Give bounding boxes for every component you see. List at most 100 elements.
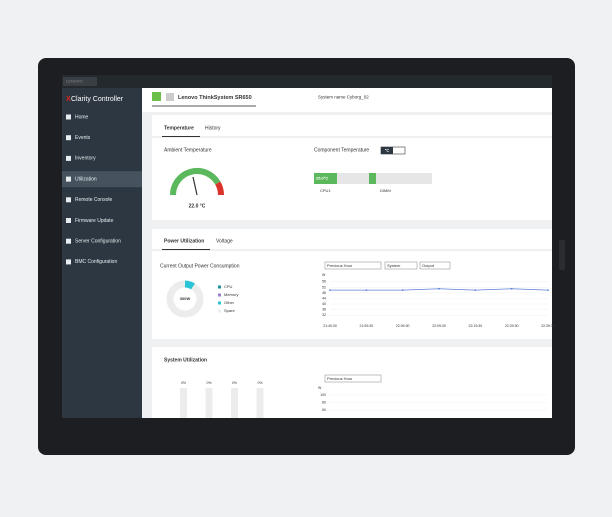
nav-icon xyxy=(66,218,71,223)
bar-track xyxy=(231,388,238,418)
nav-icon xyxy=(66,155,71,161)
power-card xyxy=(152,229,552,339)
dropdown-label: Previous Hour xyxy=(327,263,353,268)
dimm-bar xyxy=(369,173,376,184)
y-tick-label: 60 xyxy=(322,408,326,412)
nav-icon xyxy=(66,114,71,120)
legend-label: Other xyxy=(224,300,235,305)
legend-label: Spare xyxy=(224,308,235,313)
nav-item[interactable]: Events xyxy=(75,135,91,141)
axis-unit: W xyxy=(322,273,326,277)
dropdown-label: Previous Hour xyxy=(327,376,353,381)
nav-item[interactable]: BMC Configuration xyxy=(75,259,117,265)
label: Component Temperature xyxy=(314,147,369,153)
tab[interactable]: Voltage xyxy=(216,238,233,244)
dropdown[interactable] xyxy=(384,261,418,270)
nav-icon xyxy=(66,176,71,182)
axis-unit: W xyxy=(318,386,322,390)
temperature-card xyxy=(152,115,552,220)
nav-icon xyxy=(66,238,71,244)
dropdown-label: Output xyxy=(422,263,435,268)
y-tick-label: 48 xyxy=(322,291,326,295)
point xyxy=(438,287,440,290)
dropdown[interactable] xyxy=(324,261,382,270)
brand-x: X xyxy=(66,96,71,103)
component: CPU1 xyxy=(320,188,331,193)
nav-icon xyxy=(66,197,71,203)
system-name: System name Cyborg_02 xyxy=(318,95,369,100)
y-tick-label: 80 xyxy=(322,400,326,404)
x-tick-label: 22:09:30 xyxy=(432,324,446,328)
dropdown-label: System xyxy=(387,263,401,268)
dropdown[interactable] xyxy=(419,261,451,270)
brand-name: Clarity Controller xyxy=(71,96,124,103)
y-tick-label: 100 xyxy=(320,393,326,397)
nav-icon xyxy=(66,259,71,265)
x-tick-label: 22:19:30 xyxy=(469,324,483,328)
legend-swatch xyxy=(218,309,221,313)
server-icon xyxy=(166,93,174,101)
donut-total: 300W xyxy=(180,296,191,301)
status-icon xyxy=(152,92,161,101)
bar-track xyxy=(256,388,264,418)
tab[interactable]: History xyxy=(205,125,221,131)
bar-label: 0% xyxy=(181,381,186,385)
tab[interactable]: Temperature xyxy=(164,125,194,131)
nav-item[interactable]: Server Configuration xyxy=(75,239,121,245)
bar-label: 0% xyxy=(232,381,237,385)
logo-box xyxy=(63,77,97,86)
point xyxy=(365,289,368,292)
sidebar xyxy=(62,88,142,418)
nav-item[interactable]: Inventory xyxy=(75,156,96,162)
legend-swatch xyxy=(218,293,221,297)
dropdown[interactable] xyxy=(324,374,382,383)
gauge-needle xyxy=(192,176,198,196)
y-tick-label: 40 xyxy=(322,302,326,306)
nav-item[interactable]: Firmware Update xyxy=(75,218,114,224)
x-tick-label: 21:59:30 xyxy=(360,324,374,328)
legend-label: Memory xyxy=(224,292,238,297)
y-tick-label: 44 xyxy=(322,296,326,300)
bar-track xyxy=(180,388,187,418)
header-bar xyxy=(142,88,552,112)
nav-item[interactable]: Home xyxy=(75,114,89,120)
system-card xyxy=(152,347,552,418)
x-tick-label: 22:29:30 xyxy=(505,324,519,328)
donut-segment xyxy=(184,280,195,290)
label: Ambient Temperature xyxy=(164,147,212,153)
point xyxy=(510,287,513,290)
bar-track xyxy=(205,388,213,418)
cpu-bar xyxy=(314,173,337,184)
bar-label: 0% xyxy=(206,381,211,385)
y-tick-label: 36 xyxy=(322,308,326,312)
nav-icon xyxy=(66,135,71,141)
gauge-danger xyxy=(215,181,225,196)
point xyxy=(401,289,404,292)
top-strip xyxy=(62,75,552,88)
logo: LENOVO xyxy=(66,79,83,84)
point xyxy=(329,289,331,292)
cpu-value: 25.0°C xyxy=(316,176,328,181)
label: Current Output Power Consumption xyxy=(160,263,240,269)
x-tick-label: 21:49:30 xyxy=(323,324,337,328)
point xyxy=(547,289,549,292)
card-title: System Utilization xyxy=(164,357,207,363)
toggle-on xyxy=(381,147,393,154)
x-tick-label: 22:09:30 xyxy=(396,324,410,328)
legend-label: CPU xyxy=(224,284,233,289)
y-tick-label: 32 xyxy=(322,313,326,317)
gauge-arc xyxy=(170,168,221,196)
nav-active xyxy=(62,171,142,188)
ambient-value: 22.0 °C xyxy=(189,203,206,209)
legend-swatch xyxy=(218,285,221,289)
nav-item[interactable]: Utilization xyxy=(75,176,97,182)
y-tick-label: 52 xyxy=(322,285,326,289)
tab[interactable]: Power Utilization xyxy=(164,238,204,244)
server-model: Lenovo ThinkSystem SR650 xyxy=(178,95,252,101)
x-tick-label: 22:39:30 xyxy=(541,324,555,328)
toggle-label: ℃ xyxy=(385,148,390,153)
legend-swatch xyxy=(218,301,221,305)
tablet-button xyxy=(559,240,565,270)
nav-item[interactable]: Remote Console xyxy=(75,197,112,203)
